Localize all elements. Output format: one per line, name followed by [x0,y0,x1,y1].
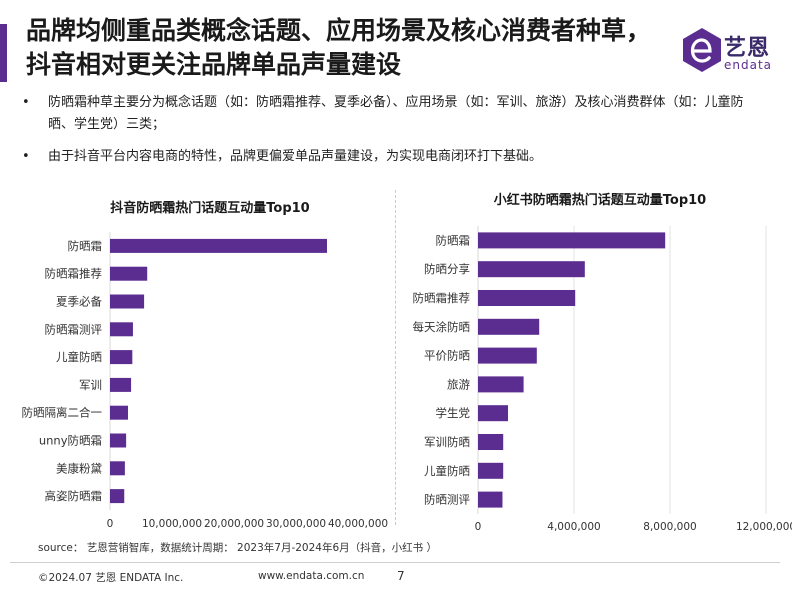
category-label: 平价防晒 [424,349,470,363]
category-label: 学生党 [436,406,471,420]
endata-logo: 艺恩 endata [680,26,790,78]
bar-0-8 [110,461,125,476]
title-accent-bar [0,24,7,82]
xiaohongshu-chart-svg: 小红书防晒霜热门话题互动量Top10 防晒霜防晒分享防晒霜推荐每天涂防晒平价防晒旅… [413,192,793,533]
category-label: 防晒霜测评 [45,322,103,336]
category-label: 防晒霜推荐 [413,291,471,305]
bullet-list: • 防晒霜种草主要分为概念话题（如：防晒霜推荐、夏季必备）、应用场景（如：军训、… [22,92,767,178]
category-label: 旅游 [447,377,470,391]
footer-divider [10,562,780,563]
x-tick-label: 8,000,000 [643,521,696,533]
category-label: 防晒隔离二合一 [22,406,103,420]
category-label: 防晒霜 [436,233,471,247]
bar-0-9 [110,489,125,504]
footer-copyright: ©2024.07 艺恩 ENDATA Inc. [38,572,184,584]
douyin-chart-svg: 抖音防晒霜热门话题互动量Top10 防晒霜防晒霜推荐夏季必备防晒霜测评儿童防晒军训… [22,200,389,530]
bar-0-4 [110,350,133,365]
page-title: 品牌均侧重品类概念话题、应用场景及核心消费者种草，抖音相对更关注品牌单品声量建设 [26,16,652,79]
x-tick-label: 30,000,000 [266,518,326,530]
bar-0-2 [110,294,145,309]
category-label: 儿童防晒 [424,464,470,478]
category-label: 防晒霜 [68,239,103,253]
bar-0-5 [110,377,132,392]
footer-website: www.endata.com.cn [258,570,365,582]
bullet-marker: • [22,149,30,164]
page-number: 7 [397,569,405,583]
bullet-text: 由于抖音平台内容电商的特性，品牌更偏爱单品声量建设，为实现电商闭环打下基础。 [48,149,543,164]
bar-1-1 [478,261,585,278]
x-tick-label: 40,000,000 [328,518,388,530]
category-label: 军训防晒 [424,435,470,449]
bullet-text: 防晒霜种草主要分为概念话题（如：防晒霜推荐、夏季必备）、应用场景（如：军训、旅游… [48,95,744,132]
x-tick-label: 0 [107,518,114,530]
x-tick-label: 20,000,000 [204,518,264,530]
bar-1-5 [478,376,524,393]
category-label: 军训 [79,378,102,392]
xiaohongshu-bar-chart: 小红书防晒霜热门话题互动量Top10 防晒霜防晒分享防晒霜推荐每天涂防晒平价防晒旅… [400,186,793,535]
bar-0-7 [110,433,127,448]
bar-1-0 [478,232,666,249]
chart-title: 抖音防晒霜热门话题互动量Top10 [110,200,309,216]
bar-1-7 [478,434,504,450]
bar-1-3 [478,318,540,335]
category-label: unny防晒霜 [39,434,102,448]
bullet-marker: • [22,95,30,110]
category-label: 防晒霜推荐 [45,267,103,281]
x-tick-label: 10,000,000 [142,518,202,530]
x-tick-label: 4,000,000 [547,521,600,533]
category-label: 夏季必备 [56,295,102,309]
bar-0-1 [110,266,148,281]
bar-0-6 [110,405,128,420]
bar-1-4 [478,347,537,364]
category-label: 美康粉黛 [56,461,102,475]
x-tick-label: 0 [475,521,482,533]
bar-0-0 [110,238,327,253]
bullet-item: • 由于抖音平台内容电商的特性，品牌更偏爱单品声量建设，为实现电商闭环打下基础。 [22,146,767,168]
bullet-item: • 防晒霜种草主要分为概念话题（如：防晒霜推荐、夏季必备）、应用场景（如：军训、… [22,92,767,136]
bar-1-2 [478,290,576,306]
category-label: 防晒测评 [424,493,470,507]
endata-logo-icon [683,28,721,72]
douyin-bar-chart: 抖音防晒霜热门话题互动量Top10 防晒霜防晒霜推荐夏季必备防晒霜测评儿童防晒军训… [10,190,395,535]
bar-1-8 [478,462,504,479]
logo-text-en: endata [724,58,773,72]
category-label: 高姿防晒霜 [45,489,103,503]
logo-text-cn: 艺恩 [724,36,771,61]
chart-title: 小红书防晒霜热门话题互动量Top10 [494,192,706,208]
chart-divider [395,190,396,525]
bar-1-9 [478,491,503,508]
bar-0-3 [110,322,133,337]
category-label: 儿童防晒 [56,350,102,364]
category-label: 每天涂防晒 [413,320,471,334]
source-note: source： 艺恩营销智库，数据统计周期： 2023年7月-2024年6月（抖… [38,542,437,554]
bar-1-6 [478,405,508,422]
x-tick-label: 12,000,000 [736,521,792,533]
category-label: 防晒分享 [424,262,470,276]
